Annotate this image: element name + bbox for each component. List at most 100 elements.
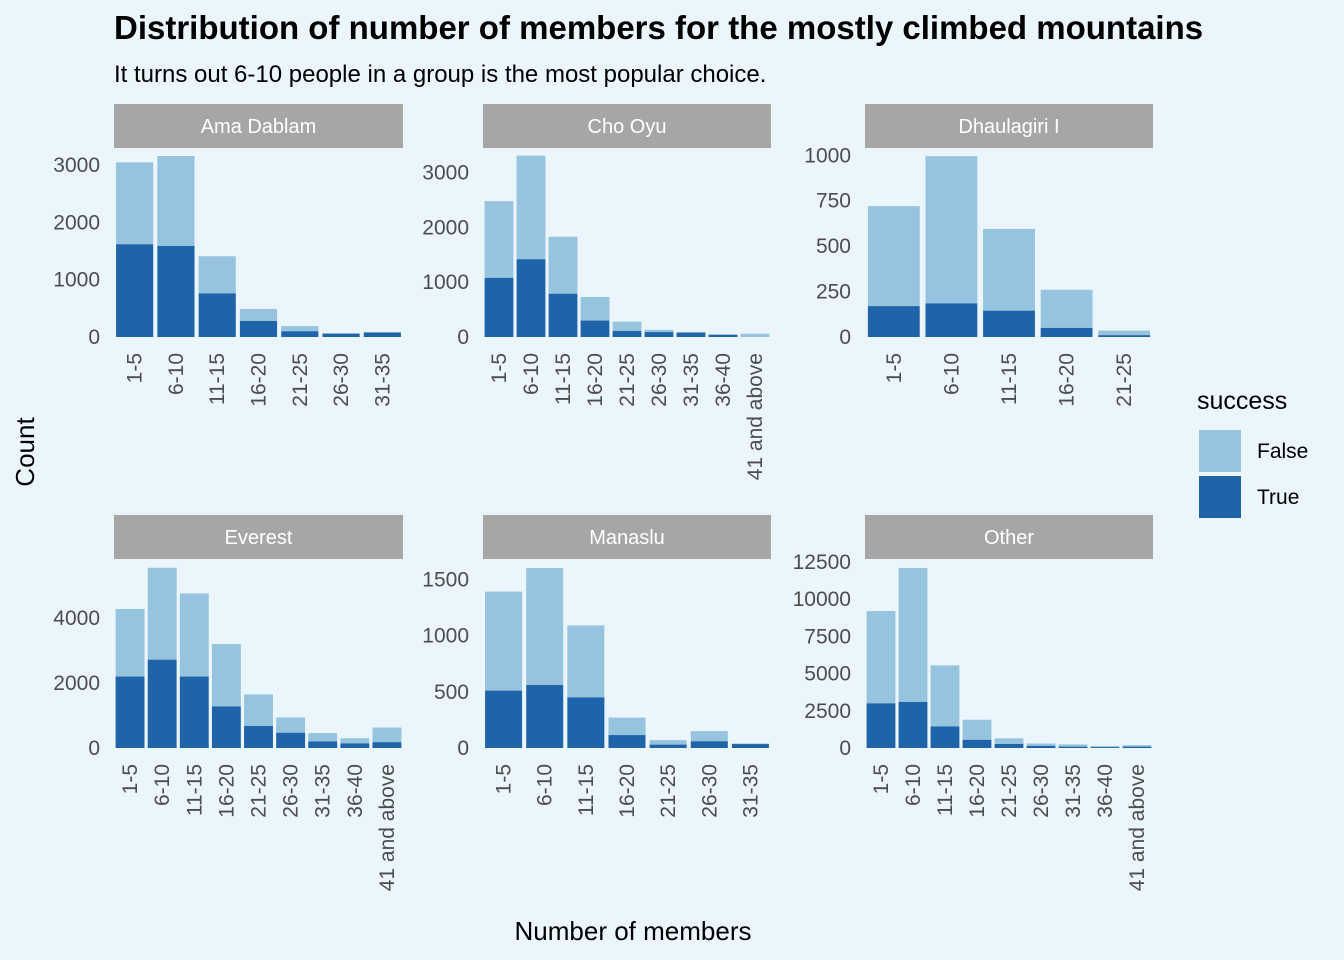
y-tick-label: 3000 — [53, 154, 100, 177]
bar-true-21-25 — [612, 330, 642, 337]
x-tick-label: 1-5 — [493, 764, 516, 794]
legend-title: success — [1197, 387, 1287, 415]
x-tick-label: 16-20 — [966, 764, 989, 818]
bar-false-21-25 — [281, 326, 319, 332]
bar-false-16-20 — [608, 717, 646, 736]
y-tick-label: 4000 — [53, 607, 100, 630]
bar-true-1-5 — [115, 676, 145, 748]
y-tick-label: 1000 — [422, 271, 469, 294]
facet-strip-other — [865, 515, 1153, 559]
bar-true-26-30 — [276, 732, 306, 748]
bar-false-26-30 — [644, 329, 674, 333]
facet-other: Other 0 2500 5000 7500 10000 12500 1-5 6-10 11-15… — [793, 515, 1153, 891]
bar-true-31-35 — [308, 741, 338, 748]
bar-true-26-30 — [1026, 745, 1056, 748]
facet-strip-dhaulagiri-i — [865, 104, 1153, 148]
x-tick-label: 1-5 — [124, 353, 147, 383]
facet-manaslu: Manaslu 0 500 1000 1500 1-5 6-10 11-15 16-20 21-2… — [422, 515, 771, 818]
legend-label-true: True — [1257, 486, 1299, 509]
bar-false-26-30 — [690, 731, 728, 742]
x-tick-label: 31-35 — [739, 764, 762, 818]
x-tick-label: 31-35 — [312, 764, 335, 818]
bar-true-11-15 — [930, 726, 960, 748]
y-tick-label: 7500 — [804, 625, 851, 648]
bar-false-6-10 — [925, 156, 978, 304]
x-tick-label: 11-15 — [934, 764, 957, 816]
bar-true-41-and-above — [1122, 746, 1152, 748]
y-tick-label: 0 — [88, 737, 100, 760]
x-tick-label: 16-20 — [248, 353, 271, 407]
bar-false-16-20 — [962, 719, 992, 740]
chart-subtitle: It turns out 6-10 people in a group is t… — [114, 61, 766, 88]
x-tick-label: 1-5 — [883, 353, 906, 383]
x-tick-label: 6-10 — [902, 764, 925, 806]
facet-strip-manaslu — [483, 515, 771, 559]
bar-true-1-5 — [866, 703, 896, 748]
bar-true-6-10 — [925, 303, 978, 337]
bar-true-6-10 — [898, 701, 928, 748]
bar-true-6-10 — [157, 245, 195, 337]
y-tick-label: 500 — [434, 681, 469, 704]
bar-false-6-10 — [526, 568, 564, 685]
y-axis-title: Count — [10, 417, 40, 487]
legend: success False True — [1197, 387, 1308, 518]
bar-true-16-20 — [239, 320, 278, 337]
x-tick-label: 11-15 — [206, 353, 229, 405]
x-tick-label: 16-20 — [215, 764, 238, 818]
x-tick-label: 36-40 — [344, 764, 367, 818]
bar-true-6-10 — [526, 685, 564, 748]
x-tick-label: 36-40 — [712, 353, 735, 407]
bar-false-6-10 — [157, 156, 195, 246]
x-tick-label: 11-15 — [575, 764, 598, 816]
y-tick-label: 1000 — [53, 269, 100, 292]
bar-false-1-5 — [484, 201, 514, 278]
bar-false-16-20 — [580, 297, 610, 321]
y-tick-label: 12500 — [793, 551, 851, 574]
y-tick-label: 0 — [457, 326, 469, 349]
bar-true-26-30 — [322, 333, 360, 337]
x-tick-label: 31-35 — [1062, 764, 1085, 818]
bar-false-1-5 — [115, 609, 145, 677]
x-tick-label: 16-20 — [1056, 353, 1079, 407]
y-tick-label: 0 — [839, 326, 851, 349]
y-tick-label: 2500 — [804, 700, 851, 723]
chart-title: Distribution of number of members for th… — [114, 9, 1203, 46]
facet-strip-cho-oyu — [483, 104, 771, 148]
bar-false-6-10 — [147, 567, 177, 660]
bar-false-26-30 — [1026, 743, 1056, 746]
x-tick-label: 1-5 — [870, 764, 893, 794]
bar-false-41-and-above — [1122, 745, 1152, 747]
bar-false-21-25 — [612, 321, 642, 331]
bar-false-11-15 — [548, 236, 578, 294]
y-tick-label: 750 — [816, 190, 851, 213]
bar-false-11-15 — [179, 593, 209, 677]
bar-false-31-35 — [308, 733, 338, 742]
bar-false-16-20 — [211, 644, 241, 707]
facet-cho-oyu: Cho Oyu 0 1000 2000 3000 1-5 6-10 11-15 16-20 21-… — [422, 104, 771, 480]
bar-true-1-5 — [485, 690, 523, 748]
bar-true-31-35 — [363, 332, 401, 337]
facet-strip-everest — [114, 515, 403, 559]
bar-true-1-5 — [116, 244, 154, 337]
y-tick-label: 500 — [816, 235, 851, 258]
bar-true-21-25 — [994, 743, 1024, 748]
bar-true-1-5 — [867, 306, 920, 337]
bar-true-21-25 — [244, 725, 273, 748]
y-tick-label: 250 — [816, 281, 851, 304]
x-tick-label: 21-25 — [616, 353, 639, 407]
x-tick-label: 11-15 — [183, 764, 206, 816]
bar-false-41-and-above — [372, 727, 402, 743]
bar-false-36-40 — [708, 334, 738, 335]
bar-true-31-35 — [1058, 746, 1088, 748]
x-tick-label: 41 and above — [376, 764, 399, 891]
x-tick-label: 16-20 — [584, 353, 607, 407]
x-tick-label: 11-15 — [998, 353, 1021, 405]
bar-true-1-5 — [484, 277, 514, 337]
x-tick-label: 6-10 — [940, 353, 963, 395]
bar-false-31-35 — [676, 332, 706, 333]
x-tick-label: 6-10 — [151, 764, 174, 806]
x-tick-label: 6-10 — [520, 353, 543, 395]
bar-true-21-25 — [649, 744, 687, 748]
bar-true-6-10 — [147, 659, 177, 748]
